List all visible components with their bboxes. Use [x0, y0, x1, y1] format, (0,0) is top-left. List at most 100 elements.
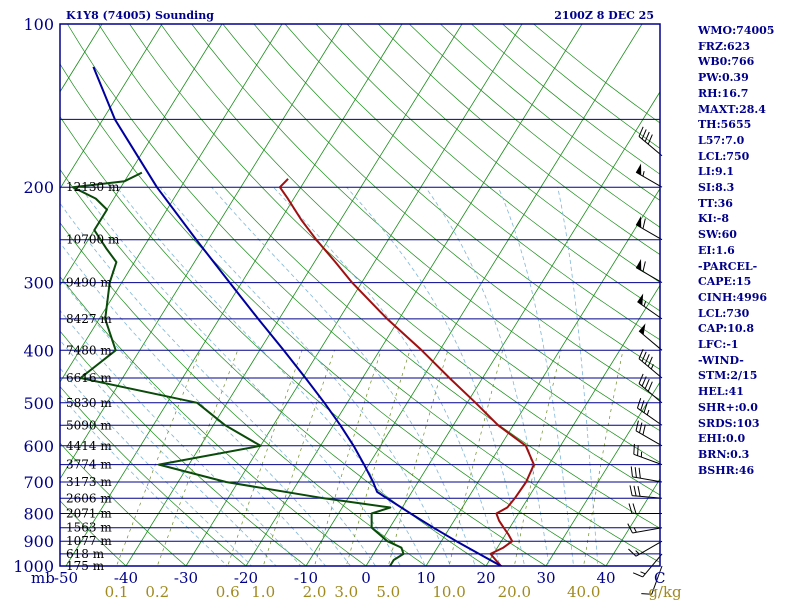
isotherm-line — [185, 24, 523, 566]
parcel-line — [92, 66, 503, 566]
temperature-line — [278, 178, 535, 566]
isotherm-line — [60, 24, 223, 287]
wind-barb — [635, 216, 663, 241]
index-row: LI:9.1 — [698, 165, 735, 179]
isotherm-line — [245, 24, 583, 566]
index-row: EHI:0.0 — [698, 432, 746, 446]
index-row: BSHR:46 — [698, 463, 755, 477]
wind-barb — [629, 485, 663, 499]
dry-adiabat — [60, 116, 547, 566]
dry-adiabat — [60, 386, 247, 566]
isotherm-line — [125, 24, 463, 566]
isotherm-line — [305, 24, 643, 566]
mixing-ratio-labels: 0.1 0.2 0.6 1.0 2.0 3.0 5.0 10.0 20.0 40.0 g/kg — [105, 583, 682, 600]
height-label: 3173 m — [66, 475, 112, 489]
isotherm-line — [545, 381, 660, 566]
index-row: LCL:730 — [698, 306, 750, 320]
wind-barb — [638, 126, 663, 157]
dry-adiabat — [191, 24, 660, 432]
moist-adiabat — [60, 309, 302, 566]
dry-adiabat — [346, 24, 660, 283]
mixing-ratio-label: 2.0 — [303, 583, 327, 600]
mixing-ratio-label: 10.0 — [432, 583, 465, 600]
moist-adiabat — [273, 186, 501, 566]
dry-adiabat — [67, 24, 660, 563]
wind-barb — [635, 420, 663, 447]
y-tick-label: 1000 — [13, 557, 54, 576]
dry-adiabat — [60, 63, 607, 566]
wind-barb — [633, 443, 663, 466]
dry-adiabat — [160, 24, 660, 463]
isotherm-line — [485, 284, 660, 566]
y-axis-labels: 100 200 300 400 500 600 700 800 900 1000 — [13, 15, 54, 576]
height-label: 618 m — [66, 547, 105, 561]
index-row: -PARCEL- — [698, 259, 758, 273]
index-row: WB0:766 — [698, 55, 755, 69]
y-axis-label: mb — [31, 569, 55, 587]
moist-adiabat — [60, 242, 351, 566]
y-tick-label: 400 — [23, 341, 54, 360]
height-label: 3774 m — [66, 458, 112, 472]
background-lines — [60, 24, 660, 566]
index-row: LFC:-1 — [698, 338, 739, 352]
chart-title: K1Y8 (74005) Sounding — [66, 9, 214, 22]
index-row: CAP:10.8 — [698, 322, 755, 336]
height-label: 12130 m — [66, 180, 120, 194]
moist-adiabat — [79, 186, 401, 566]
mixing-ratio-label: 40.0 — [567, 583, 600, 600]
wind-barb — [635, 163, 663, 188]
mixing-ratio-label: 0.6 — [216, 583, 240, 600]
index-row: HEL:41 — [698, 385, 744, 399]
moist-adiabat — [497, 187, 575, 566]
mixing-ratio-line — [387, 350, 449, 566]
dry-adiabat — [60, 168, 487, 566]
index-row: EI:1.6 — [698, 243, 735, 257]
dewpoint-line — [71, 171, 405, 566]
dry-adiabat — [60, 276, 367, 566]
x-tick-label: -20 — [234, 569, 258, 587]
plot-frame — [59, 23, 661, 567]
index-row: CINH:4996 — [698, 290, 768, 304]
y-tick-label: 800 — [23, 505, 54, 524]
wind-barb — [638, 348, 663, 379]
wind-barb — [638, 373, 663, 404]
wind-barb — [630, 466, 663, 483]
wind-barb — [628, 503, 662, 514]
mixing-ratio-line — [227, 350, 303, 566]
dry-adiabat — [60, 222, 427, 566]
wind-barb — [636, 398, 663, 426]
y-tick-label: 700 — [23, 473, 54, 492]
mixing-ratio-line — [262, 350, 335, 566]
mixing-ratio-label: 20.0 — [498, 583, 531, 600]
index-row: L57:7.0 — [698, 133, 745, 147]
isotherm-line — [60, 24, 163, 190]
height-label: 2606 m — [66, 491, 112, 505]
mixing-ratio-line — [448, 350, 503, 566]
height-label: 4414 m — [66, 439, 112, 453]
height-label: 175 m — [66, 559, 105, 573]
x-tick-label: -10 — [294, 569, 318, 587]
wind-barb — [635, 258, 663, 284]
y-tick-label: 600 — [23, 437, 54, 456]
height-label: 10700 m — [66, 233, 120, 247]
wind-barb — [641, 565, 663, 595]
moist-adiabat — [60, 202, 376, 566]
index-row: TT:36 — [698, 196, 733, 210]
x-tick-label: -30 — [174, 569, 198, 587]
index-row: STM:2/15 — [698, 369, 758, 383]
chart-time: 2100Z 8 DEC 25 — [554, 9, 654, 22]
dry-adiabat — [315, 24, 660, 312]
mixing-ratio-label: 0.1 — [105, 583, 129, 600]
dry-adiabat — [222, 24, 660, 401]
index-row: BRN:0.3 — [698, 447, 750, 461]
mixing-ratio-label: 1.0 — [251, 583, 275, 600]
height-labels: 12130 m 10700 m 9490 m 8427 m 7480 m 6616 m 58… — [66, 180, 120, 573]
wind-barb — [637, 293, 663, 320]
y-tick-label: 200 — [23, 178, 54, 197]
index-row: KI:-8 — [698, 212, 729, 226]
x-axis-labels: -50 -40 -30 -20 -10 0 10 20 30 40 — [54, 569, 616, 587]
y-tick-label: 100 — [23, 15, 54, 34]
x-tick-label: 10 — [416, 569, 435, 587]
index-row: MAXT:28.4 — [698, 102, 766, 116]
